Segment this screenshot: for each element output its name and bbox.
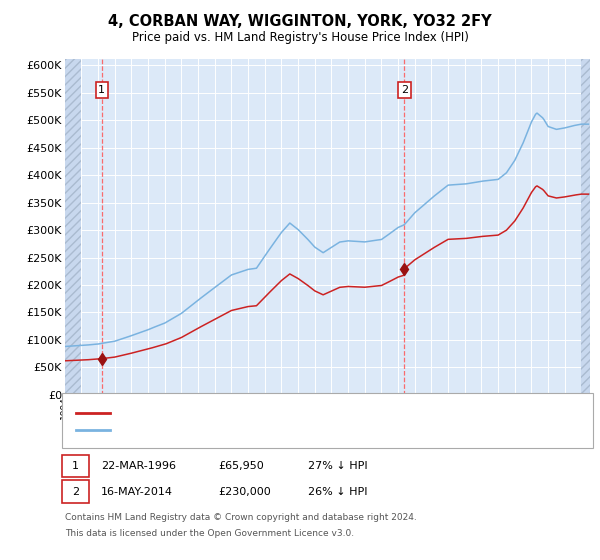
Text: 26% ↓ HPI: 26% ↓ HPI — [308, 487, 367, 497]
Text: 2: 2 — [401, 85, 408, 95]
Text: 1: 1 — [98, 85, 106, 95]
Text: 2: 2 — [72, 487, 79, 497]
Text: HPI: Average price, detached house, York: HPI: Average price, detached house, York — [116, 424, 346, 435]
Text: 27% ↓ HPI: 27% ↓ HPI — [308, 461, 367, 471]
Text: 22-MAR-1996: 22-MAR-1996 — [101, 461, 176, 471]
Text: 16-MAY-2014: 16-MAY-2014 — [101, 487, 173, 497]
Text: 4, CORBAN WAY, WIGGINTON, YORK, YO32 2FY: 4, CORBAN WAY, WIGGINTON, YORK, YO32 2FY — [108, 14, 492, 29]
Text: Price paid vs. HM Land Registry's House Price Index (HPI): Price paid vs. HM Land Registry's House … — [131, 31, 469, 44]
Text: 4, CORBAN WAY, WIGGINTON, YORK, YO32 2FY (detached house): 4, CORBAN WAY, WIGGINTON, YORK, YO32 2FY… — [116, 408, 478, 418]
Text: Contains HM Land Registry data © Crown copyright and database right 2024.: Contains HM Land Registry data © Crown c… — [65, 513, 416, 522]
Text: 1: 1 — [72, 461, 79, 471]
Text: £65,950: £65,950 — [218, 461, 263, 471]
Text: This data is licensed under the Open Government Licence v3.0.: This data is licensed under the Open Gov… — [65, 529, 354, 538]
Text: £230,000: £230,000 — [218, 487, 271, 497]
